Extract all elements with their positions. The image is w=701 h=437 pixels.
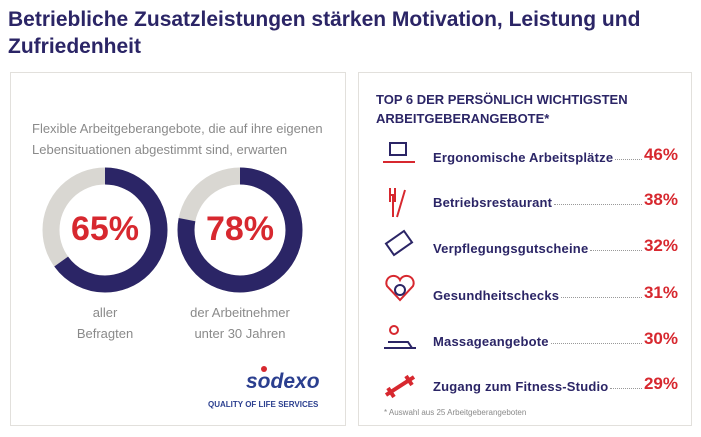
list-row: Massageangebote 30% <box>433 327 678 349</box>
icon <box>384 374 416 399</box>
donut-arc <box>177 167 303 293</box>
page-title: Betriebliche Zusatzleistungen stärken Mo… <box>8 8 641 58</box>
list-value: 31% <box>643 283 678 302</box>
logo-tagline: QUALITY OF LIFE SERVICES <box>208 400 319 409</box>
list-value: 29% <box>643 374 678 393</box>
donut-label: 65% <box>70 210 140 248</box>
list-label: Massageangebote <box>433 334 549 349</box>
icon <box>389 325 399 335</box>
list-row: Zugang zum Fitness-Studio 29% <box>433 372 678 394</box>
icon <box>384 341 416 349</box>
list-value: 38% <box>643 190 678 209</box>
list-value: 30% <box>643 329 678 348</box>
list-label: Ergonomische Arbeitsplätze <box>433 150 614 165</box>
right-panel <box>358 72 692 426</box>
list-label: Zugang zum Fitness-Studio <box>433 379 609 394</box>
list-row: Verpflegungsgutscheine 32% <box>433 234 678 256</box>
subtitle: Flexible Arbeitgeberangebote, die auf ih… <box>32 121 323 157</box>
dot-leader <box>550 343 642 344</box>
list-value: 32% <box>643 236 678 255</box>
donut-category: der Arbeitnehmer unter 30 Jahren <box>190 305 290 341</box>
logo: sodexo <box>246 370 320 393</box>
icon <box>389 142 407 156</box>
icon <box>385 274 415 302</box>
icon <box>389 188 406 218</box>
dot-leader <box>610 388 642 389</box>
icon <box>394 284 406 296</box>
list-title: TOP 6 DER PERSÖNLICH WICHTIGSTEN ARBEITG… <box>376 92 628 126</box>
left-panel <box>10 72 346 426</box>
footnote: * Auswahl aus 25 Arbeitgeberangeboten <box>384 408 527 417</box>
list-row: Ergonomische Arbeitsplätze 46% <box>433 143 678 165</box>
donut-label: 78% <box>205 210 275 248</box>
logo-star <box>261 366 267 372</box>
list-label: Verpflegungsgutscheine <box>433 241 589 256</box>
list-row: Betriebsrestaurant 38% <box>433 188 678 210</box>
dot-leader <box>561 297 642 298</box>
icon <box>384 229 414 257</box>
donut-category: aller Befragten <box>76 305 134 341</box>
list-label: Gesundheitschecks <box>433 288 560 303</box>
dot-leader <box>590 250 642 251</box>
list-label: Betriebsrestaurant <box>433 195 553 210</box>
dot-leader <box>615 159 642 160</box>
list-row: Gesundheitschecks 31% <box>433 281 678 303</box>
icons <box>383 142 416 399</box>
list-value: 46% <box>643 145 678 164</box>
dot-leader <box>554 204 642 205</box>
donut-arc <box>42 167 168 293</box>
